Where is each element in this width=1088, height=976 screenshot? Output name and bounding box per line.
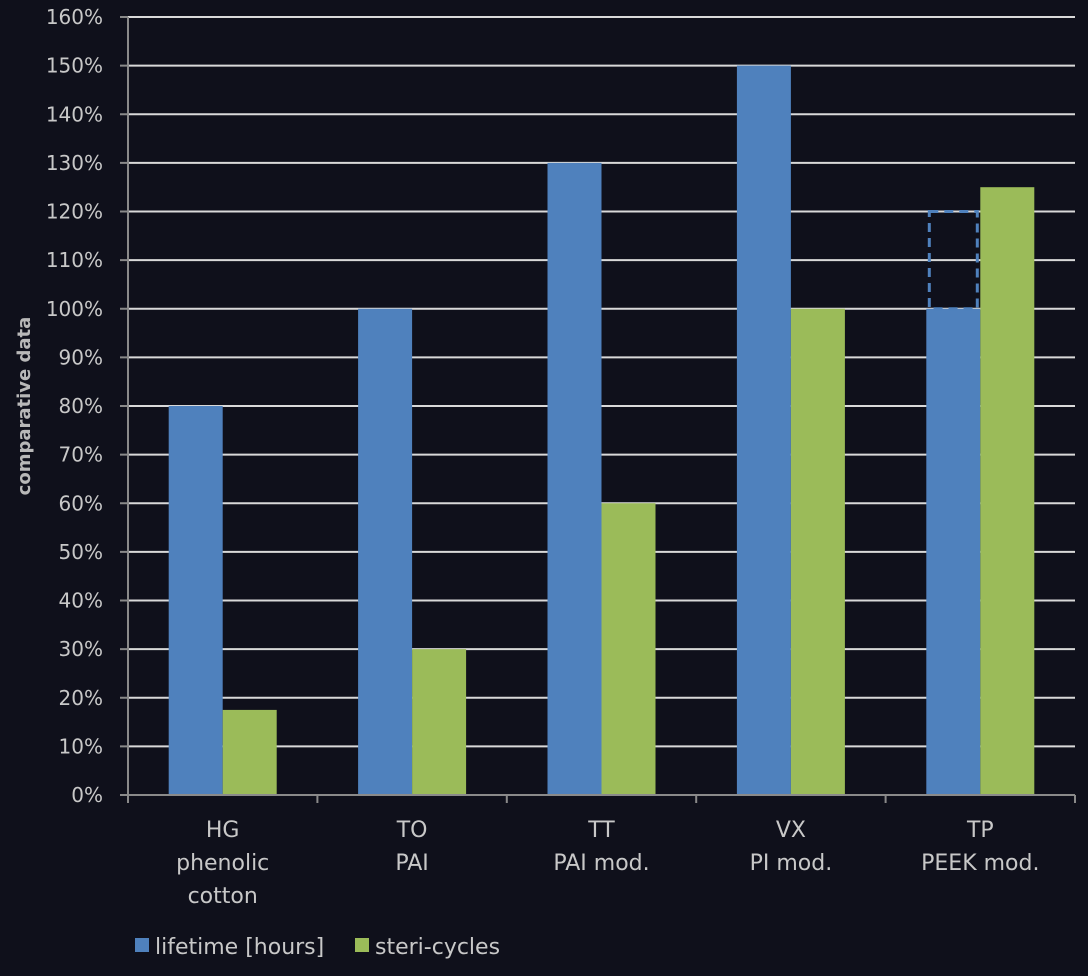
y-tick-label: 20%: [59, 686, 103, 710]
y-axis-label: comparative data: [14, 317, 35, 496]
category-label: TT PAI mod.: [553, 818, 649, 876]
category-label-line: PI mod.: [750, 851, 833, 876]
category-label-line: TT: [587, 818, 615, 843]
category-labels: HG phenolic cotton TO PAI TT PAI mod. VX PI mod.…: [176, 818, 1039, 909]
y-tick-label: 110%: [46, 248, 103, 272]
y-tick-label: 160%: [46, 5, 103, 29]
category-label: HG phenolic cotton: [176, 818, 269, 909]
category-label-line: VX: [776, 818, 806, 843]
y-tick-label: 90%: [59, 345, 103, 369]
bar-steri-cycles-0: [222, 709, 277, 795]
legend: lifetime [hours] steri-cycles: [135, 935, 500, 960]
category-label: TP PEEK mod.: [921, 818, 1039, 876]
y-tick-label: 0%: [71, 783, 103, 807]
y-tick-label: 50%: [59, 540, 103, 564]
y-tick-label: 40%: [59, 589, 103, 613]
category-label-line: HG: [206, 818, 240, 843]
legend-label-lifetime: lifetime [hours]: [155, 935, 324, 960]
y-tick-label: 120%: [46, 200, 103, 224]
legend-swatch-lifetime: [135, 938, 149, 952]
category-label-line: PEEK mod.: [921, 851, 1039, 876]
dashed-extension-outline: [927, 210, 979, 311]
bar-lifetime-hours--1: [358, 308, 413, 795]
bar-steri-cycles-4: [980, 187, 1035, 795]
y-tick-label: 100%: [46, 297, 103, 321]
category-label: VX PI mod.: [750, 818, 833, 876]
bar-lifetime-hours--3: [736, 65, 791, 795]
category-label-line: PAI mod.: [553, 851, 649, 876]
y-tick-label: 60%: [59, 491, 103, 515]
bar-lifetime-hours--0: [168, 406, 223, 795]
y-tick-label: 70%: [59, 443, 103, 467]
y-tick-label: 30%: [59, 637, 103, 661]
category-label: TO PAI: [395, 818, 428, 876]
bar-steri-cycles-3: [790, 308, 845, 795]
y-tick-labels: 0% 10% 20% 30% 40% 50% 60% 70% 80% 90% 100% 110% 120…: [46, 5, 103, 807]
y-tick-label: 150%: [46, 54, 103, 78]
bar-steri-cycles-2: [601, 503, 656, 795]
category-label-line: phenolic: [176, 851, 269, 876]
bar-lifetime-hours--4: [926, 308, 981, 795]
category-label-line: cotton: [188, 884, 258, 909]
y-tick-label: 130%: [46, 151, 103, 175]
bar-lifetime-hours--2: [547, 162, 602, 795]
y-tick-label: 140%: [46, 102, 103, 126]
bars: [168, 65, 1035, 795]
legend-label-steri-cycles: steri-cycles: [375, 935, 500, 960]
category-label-line: TP: [966, 818, 994, 843]
y-tick-label: 80%: [59, 394, 103, 418]
axes: [127, 17, 1076, 803]
category-label-line: TO: [396, 818, 428, 843]
bar-steri-cycles-1: [412, 649, 467, 795]
legend-swatch-steri-cycles: [355, 938, 369, 952]
y-tick-label: 10%: [59, 734, 103, 758]
category-label-line: PAI: [395, 851, 428, 876]
